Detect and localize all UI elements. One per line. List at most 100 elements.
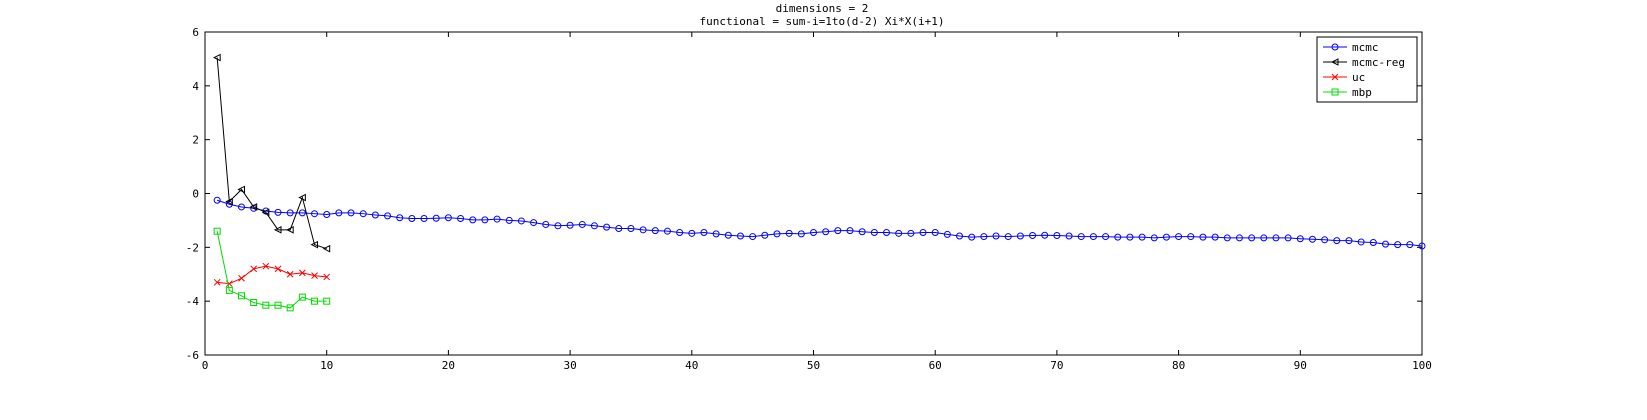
data-point-mcmc (1406, 241, 1414, 249)
x-tick-label: 100 (1412, 359, 1432, 372)
marker-stroke (1331, 73, 1339, 81)
y-tick-label: 4 (192, 80, 199, 93)
series-mbp (213, 227, 331, 312)
data-point-mbp (213, 227, 221, 235)
marker-stroke (323, 273, 331, 281)
data-point-mcmc (1296, 235, 1304, 243)
data-point-mcmc (785, 229, 793, 237)
data-point-mcmc (956, 232, 964, 240)
data-point-mbp (311, 297, 319, 305)
chart-title: dimensions = 2 (776, 2, 869, 15)
y-tick-label: 0 (192, 188, 199, 201)
data-point-mcmc (1102, 233, 1110, 241)
data-point-mcmc-reg (213, 53, 221, 62)
data-point-mcmc (444, 214, 452, 222)
x-tick-label: 40 (685, 359, 698, 372)
x-tick-label: 90 (1294, 359, 1307, 372)
data-point-mcmc (627, 224, 635, 232)
series-line-mbp (216, 231, 327, 309)
x-tick-label: 60 (929, 359, 942, 372)
data-point-mcmc-reg (310, 240, 319, 249)
data-point-mbp (238, 292, 246, 300)
data-point-mcmc (1272, 234, 1280, 242)
data-point-mcmc (1077, 233, 1085, 241)
data-point-mcmc (834, 227, 842, 235)
marker-stroke (299, 269, 306, 277)
series-line-mcmc (217, 199, 1423, 247)
data-point-mcmc (603, 223, 611, 231)
data-point-mcmc-reg (225, 197, 233, 206)
data-point-mcmc (1187, 233, 1195, 241)
data-point-uc (311, 272, 318, 279)
data-point-mbp (262, 301, 270, 309)
legend-entry-mbp: mbp (1323, 86, 1372, 99)
data-point-mcmc (1260, 234, 1268, 242)
data-point-mcmc (943, 230, 951, 238)
x-tick-label: 70 (1050, 359, 1063, 372)
data-point-mcmc (530, 219, 538, 227)
data-point-mcmc (1357, 238, 1365, 246)
marker-stroke (274, 265, 282, 273)
data-point-mcmc (578, 220, 586, 228)
data-point-uc (250, 265, 258, 273)
data-point-mcmc (323, 210, 331, 218)
legend-swatch-marker (1331, 73, 1339, 81)
legend-swatch-marker (1330, 58, 1339, 66)
data-point-mcmc (408, 215, 416, 223)
data-point-mcmc (371, 211, 379, 219)
marker-stroke (286, 270, 294, 278)
series-mcmc (213, 196, 1426, 250)
data-point-mcmc (1345, 237, 1353, 245)
data-point-uc (238, 274, 245, 282)
data-point-mcmc (1114, 233, 1122, 241)
data-point-mcmc (1199, 233, 1207, 241)
data-point-mcmc (749, 233, 757, 241)
x-tick-label: 10 (320, 359, 333, 372)
data-point-mcmc (822, 228, 830, 236)
data-point-mcmc-reg (322, 244, 331, 253)
y-tick-label: -4 (186, 295, 200, 308)
data-point-mbp (225, 286, 233, 294)
data-point-mcmc-reg (237, 185, 246, 194)
data-point-mcmc (676, 229, 684, 237)
data-point-mcmc (688, 229, 696, 237)
data-point-mcmc (846, 227, 854, 235)
data-point-mcmc (931, 229, 939, 237)
data-point-mcmc (858, 228, 866, 236)
data-point-mcmc (761, 231, 769, 239)
data-point-mcmc (870, 229, 878, 237)
data-point-mcmc (554, 222, 562, 230)
data-point-uc (213, 278, 221, 286)
data-point-mcmc (213, 196, 221, 204)
data-point-mcmc (420, 215, 428, 223)
legend-label: mcmc (1352, 41, 1379, 54)
data-point-mcmc (274, 208, 282, 216)
data-point-mbp (298, 293, 306, 301)
data-point-mcmc-reg (286, 226, 294, 234)
data-point-mcmc (700, 229, 708, 237)
data-point-mcmc (968, 233, 976, 241)
data-point-mcmc (1381, 240, 1389, 248)
data-point-mcmc (1223, 234, 1231, 242)
data-point-mcmc (1418, 242, 1426, 250)
data-point-mcmc (566, 221, 574, 229)
marker-stroke (250, 265, 258, 273)
data-point-mcmc (651, 227, 659, 235)
data-point-mcmc (1053, 231, 1061, 239)
data-point-mcmc (481, 216, 489, 224)
data-point-mcmc (493, 215, 501, 223)
data-point-mcmc (1369, 238, 1377, 246)
data-point-mcmc (311, 210, 319, 218)
data-point-mcmc-reg (261, 208, 270, 217)
marker-stroke (225, 280, 233, 288)
legend-label: mbp (1352, 86, 1372, 99)
data-point-mcmc (773, 230, 781, 238)
data-point-mcmc (1138, 233, 1146, 241)
series-uc (213, 262, 331, 288)
data-point-mcmc (286, 209, 294, 217)
series-mcmc-reg (213, 53, 331, 253)
data-point-mcmc (1126, 233, 1134, 241)
data-point-uc (323, 273, 331, 281)
series-layer (213, 53, 1426, 312)
